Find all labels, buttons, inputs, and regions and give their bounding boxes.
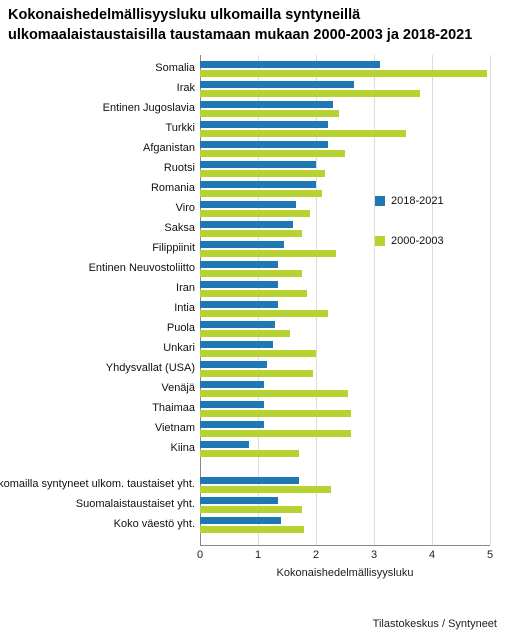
legend-label: 2018-2021: [391, 195, 444, 207]
legend-swatch: [375, 196, 385, 206]
bar-2000: [200, 330, 290, 337]
category-label: Venäjä: [161, 382, 195, 394]
title-line-2: ulkomaalaistaustaisilla taustamaan mukaa…: [8, 27, 472, 43]
bar-2018: [200, 81, 354, 88]
bar-2000: [200, 526, 304, 533]
bar-2018: [200, 161, 316, 168]
bar-2000: [200, 170, 325, 177]
x-tick-label: 3: [371, 549, 377, 561]
category-label: Iran: [176, 282, 195, 294]
y-axis-line: [200, 55, 201, 545]
category-label: Koko väestö yht.: [114, 518, 195, 530]
bar-2000: [200, 150, 345, 157]
bar-2000: [200, 410, 351, 417]
category-label: Filippiinit: [152, 242, 195, 254]
bar-2018: [200, 241, 284, 248]
bar-2000: [200, 506, 302, 513]
bar-2000: [200, 486, 331, 493]
bar-2018: [200, 477, 299, 484]
category-label: Romania: [151, 182, 195, 194]
bar-2000: [200, 310, 328, 317]
bar-2018: [200, 321, 275, 328]
bar-2018: [200, 101, 333, 108]
bar-2018: [200, 517, 281, 524]
category-label: Suomalaistaustaiset yht.: [76, 498, 195, 510]
x-tick-label: 0: [197, 549, 203, 561]
category-label: Viro: [176, 202, 195, 214]
bar-2000: [200, 130, 406, 137]
bar-2018: [200, 201, 296, 208]
category-label: Intia: [174, 302, 195, 314]
bar-2018: [200, 261, 278, 268]
category-label: Kiina: [171, 442, 195, 454]
bar-2018: [200, 221, 293, 228]
bar-2018: [200, 141, 328, 148]
bar-2018: [200, 497, 278, 504]
x-axis-label: Kokonaishedelmällisyysluku: [200, 567, 490, 579]
legend-label: 2000-2003: [391, 235, 444, 247]
category-label: Entinen Neuvostoliitto: [89, 262, 195, 274]
x-tick-label: 5: [487, 549, 493, 561]
category-label: Unkari: [163, 342, 195, 354]
category-label: Afganistan: [143, 142, 195, 154]
bar-2000: [200, 190, 322, 197]
bar-2018: [200, 181, 316, 188]
bar-2000: [200, 390, 348, 397]
category-label: Vietnam: [155, 422, 195, 434]
bar-2018: [200, 361, 267, 368]
chart-plot-area: 0 1 2 3 4 5 Somalia Irak Entinen Jugoslavia Turk…: [0, 55, 517, 595]
bar-2018: [200, 441, 249, 448]
bar-2000: [200, 250, 336, 257]
bar-2018: [200, 281, 278, 288]
bar-2000: [200, 70, 487, 77]
legend-swatch: [375, 236, 385, 246]
bar-2018: [200, 421, 264, 428]
category-label: Irak: [177, 82, 195, 94]
bar-2018: [200, 401, 264, 408]
bar-2018: [200, 61, 380, 68]
category-label: Entinen Jugoslavia: [103, 102, 195, 114]
bar-2000: [200, 230, 302, 237]
gridline: [316, 55, 317, 545]
bar-2000: [200, 430, 351, 437]
bar-2000: [200, 90, 420, 97]
x-tick-label: 4: [429, 549, 435, 561]
category-label: Saksa: [164, 222, 195, 234]
bar-2000: [200, 110, 339, 117]
legend-item-2018: 2018-2021: [375, 195, 444, 207]
bar-2018: [200, 341, 273, 348]
gridline: [432, 55, 433, 545]
category-label: Thaimaa: [152, 402, 195, 414]
category-label: Somalia: [155, 62, 195, 74]
category-label: Puola: [167, 322, 195, 334]
bar-2000: [200, 350, 316, 357]
bar-2018: [200, 381, 264, 388]
gridline: [490, 55, 491, 545]
bar-2018: [200, 301, 278, 308]
page-title: Kokonaishedelmällisyysluku ulkomailla sy…: [8, 6, 472, 45]
category-label: Yhdysvallat (USA): [106, 362, 195, 374]
gridline: [258, 55, 259, 545]
category-label: Ruotsi: [164, 162, 195, 174]
bar-2000: [200, 270, 302, 277]
bar-2000: [200, 290, 307, 297]
gridline: [374, 55, 375, 545]
bar-2000: [200, 210, 310, 217]
bar-2018: [200, 121, 328, 128]
x-tick-label: 1: [255, 549, 261, 561]
bar-2000: [200, 450, 299, 457]
x-tick-label: 2: [313, 549, 319, 561]
footer-source: Tilastokeskus / Syntyneet: [373, 618, 497, 630]
x-axis-line: [200, 545, 490, 546]
bar-2000: [200, 370, 313, 377]
title-line-1: Kokonaishedelmällisyysluku ulkomailla sy…: [8, 7, 360, 23]
legend-item-2000: 2000-2003: [375, 235, 444, 247]
category-label: Turkki: [165, 122, 195, 134]
category-label: Ulkomailla syntyneet ulkom. taustaiset y…: [0, 478, 195, 490]
page: Kokonaishedelmällisyysluku ulkomailla sy…: [0, 0, 517, 640]
